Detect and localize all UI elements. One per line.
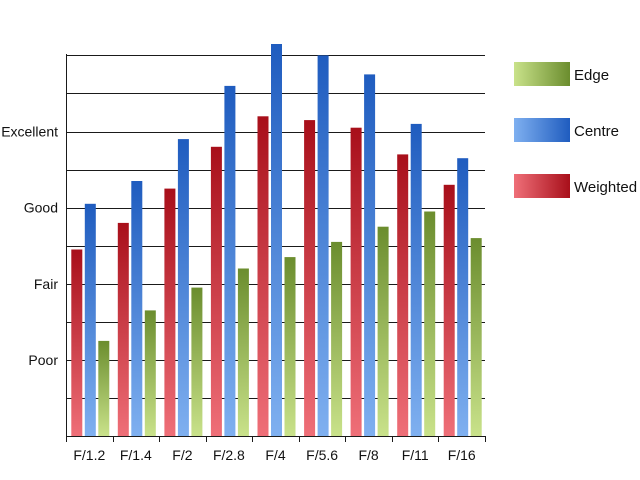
x-tick-label: F/1.4 [120, 447, 152, 463]
legend-label-centre: Centre [574, 123, 619, 140]
bar-weighted-5 [304, 120, 316, 436]
x-tick-label: F/2.8 [213, 447, 245, 463]
y-tick-label: Good [24, 200, 58, 216]
axes [66, 54, 486, 442]
bar-weighted-8 [443, 184, 455, 436]
legend-swatch-edge [514, 62, 570, 86]
bar-edge-6 [377, 226, 389, 436]
bar-edge-1 [144, 310, 156, 436]
bar-edge-5 [331, 241, 343, 436]
bar-centre-7 [410, 123, 422, 437]
bar-centre-1 [131, 181, 143, 436]
bar-edge-0 [98, 340, 110, 436]
x-tick-label: F/1.2 [73, 447, 105, 463]
y-tick-label: Fair [34, 276, 58, 292]
y-tick-label: Excellent [1, 124, 58, 140]
bar-edge-7 [424, 211, 436, 436]
bar-weighted-4 [257, 116, 269, 437]
bar-weighted-1 [117, 222, 129, 436]
bar-centre-4 [271, 44, 282, 436]
bar-edge-4 [284, 257, 296, 436]
bar-centre-8 [457, 158, 469, 436]
bar-weighted-3 [210, 146, 222, 437]
bar-edge-3 [237, 268, 249, 436]
x-tick-label: F/4 [265, 447, 285, 463]
bar-weighted-6 [350, 127, 362, 436]
bar-centre-2 [177, 139, 189, 436]
legend-label-weighted: Weighted [574, 179, 637, 196]
tick-labels: F/1.2 F/1.4 F/2 F/2.8 F/4 F/5.6 F/8 F/11 F/16 Poo… [1, 124, 476, 464]
bar-centre-3 [224, 85, 236, 437]
bar-centre-0 [84, 203, 96, 436]
bar-edge-8 [470, 238, 482, 436]
x-tick-label: F/2 [172, 447, 192, 463]
x-tick-label: F/11 [402, 447, 429, 463]
bar-weighted-7 [397, 154, 409, 436]
bars [71, 44, 482, 437]
legend-label-edge: Edge [574, 67, 609, 84]
bar-weighted-0 [71, 249, 83, 436]
x-tick-label: F/8 [358, 447, 378, 463]
bar-edge-2 [191, 287, 203, 436]
x-tick-label: F/16 [448, 447, 476, 463]
legend-swatch-weighted [514, 174, 570, 198]
bar-centre-5 [317, 55, 329, 437]
legend: Edge Centre Weighted [514, 62, 637, 198]
bar-weighted-2 [164, 188, 176, 436]
bar-centre-6 [364, 74, 376, 437]
y-tick-label: Poor [28, 352, 58, 368]
legend-swatch-centre [514, 118, 570, 142]
x-tick-label: F/5.6 [306, 447, 338, 463]
